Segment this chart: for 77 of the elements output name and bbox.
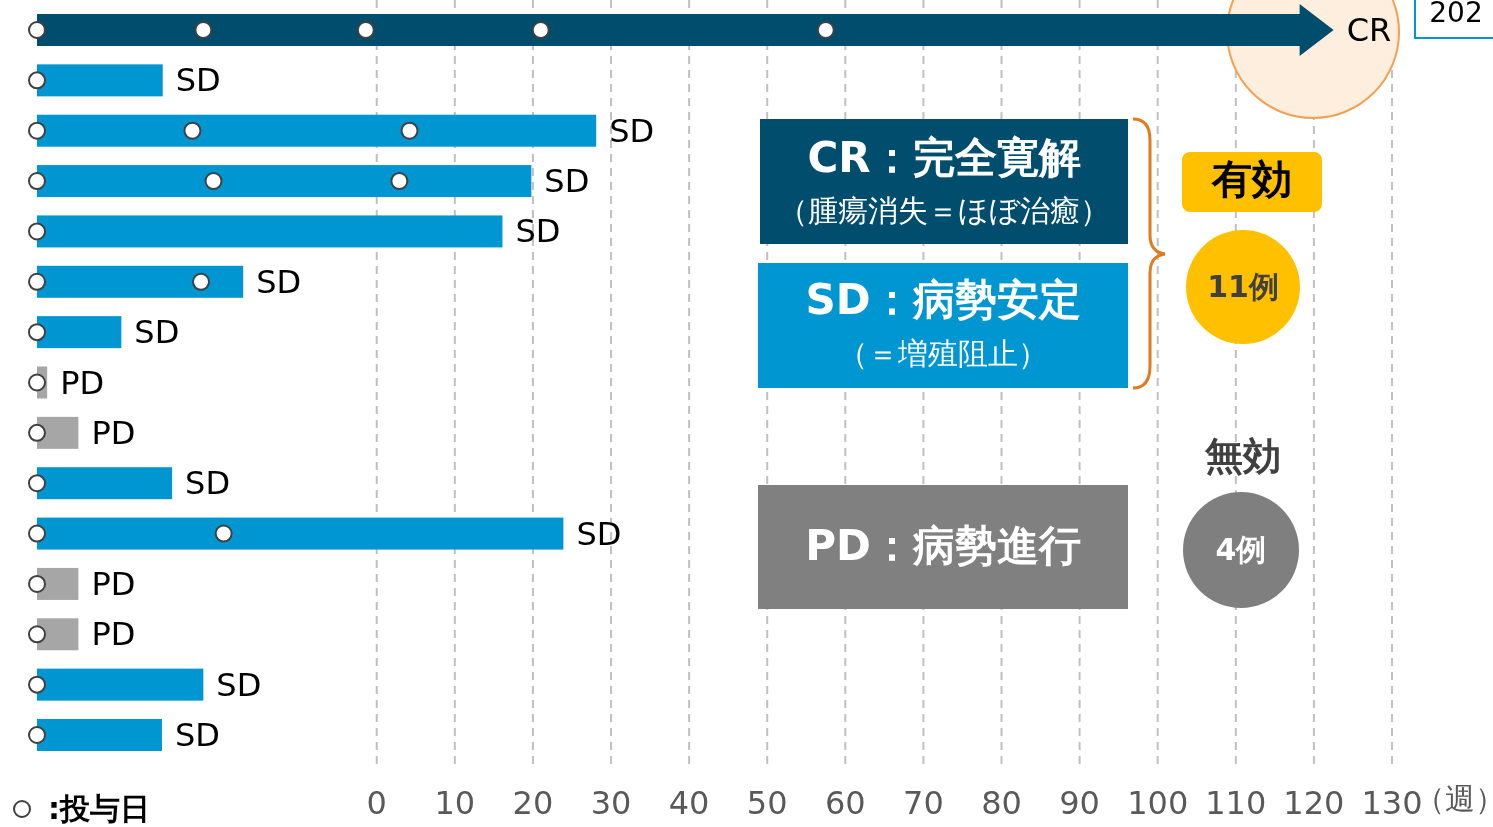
point [192,272,211,291]
data-label: SD [256,262,302,301]
point [28,726,46,744]
bar [37,416,79,449]
x-tick-label: 0 [366,784,387,822]
point [28,121,46,140]
data-label: SD [134,313,180,352]
point [28,474,46,493]
point [400,121,419,140]
x-tick-label: 120 [1283,784,1345,822]
data-label: SD [174,716,220,754]
annotation: 4例 [1215,531,1267,567]
annotation: （腫瘍消失＝ほぼ治癒） [778,192,1110,228]
point [183,121,202,140]
point [28,423,46,442]
bar [37,668,204,701]
bar [37,114,597,147]
point [28,373,46,392]
x-tick-label: 10 [434,784,476,822]
data-label: SD [216,665,262,704]
point [204,172,223,191]
x-tick-label: 110 [1205,784,1267,822]
x-tick-label: 30 [590,784,632,822]
annotation: 無効 [1204,433,1281,478]
x-tick-label: 100 [1127,784,1189,822]
bar [37,265,244,298]
annotation: SD：病勢安定 [805,274,1081,324]
annotation: 有効 [1211,156,1292,202]
x-tick-label: 60 [824,784,866,822]
point [28,222,46,241]
x-tick-label: 40 [668,784,710,822]
legend-label: :投与日 [48,790,150,826]
data-label: SD [185,464,231,503]
annotation: （＝増殖阻止） [838,335,1048,371]
point [28,21,46,39]
point [28,272,46,291]
point [356,21,375,39]
point [28,71,46,90]
bar [37,567,79,600]
point [28,574,46,593]
bar [37,165,532,198]
data-label: PD [91,615,136,654]
bar [37,467,173,500]
point [28,172,46,191]
point [390,172,409,191]
bar [37,517,564,550]
x-tick-label: 50 [746,784,788,822]
x-tick-label: 90 [1059,784,1100,822]
bar [37,316,122,349]
data-label: SD [544,162,590,201]
annotation: PD：病勢進行 [805,520,1081,570]
annotation: 11例 [1207,268,1279,304]
data-label: SD [576,514,622,553]
point [28,323,46,342]
data-label: CR [1346,11,1392,49]
data-label: PD [60,363,105,402]
point [28,625,46,644]
data-label: SD [609,111,655,150]
point [28,675,46,694]
point [214,524,233,543]
annotation: CR：完全寛解 [807,132,1081,182]
point [194,21,213,39]
point [531,21,550,39]
text: 202 [1429,0,1483,29]
x-tick-label: 70 [903,784,944,822]
bar [37,215,503,248]
data-label: PD [91,413,136,452]
data-label: SD [515,212,561,251]
point [816,21,835,39]
bar [37,64,163,97]
bar [37,618,79,651]
bar [37,719,162,751]
data-label: PD [91,564,136,603]
x-tick-label: 80 [981,784,1022,822]
data-label: SD [175,61,221,100]
point [28,524,46,543]
x-tick-label: 20 [512,784,554,822]
